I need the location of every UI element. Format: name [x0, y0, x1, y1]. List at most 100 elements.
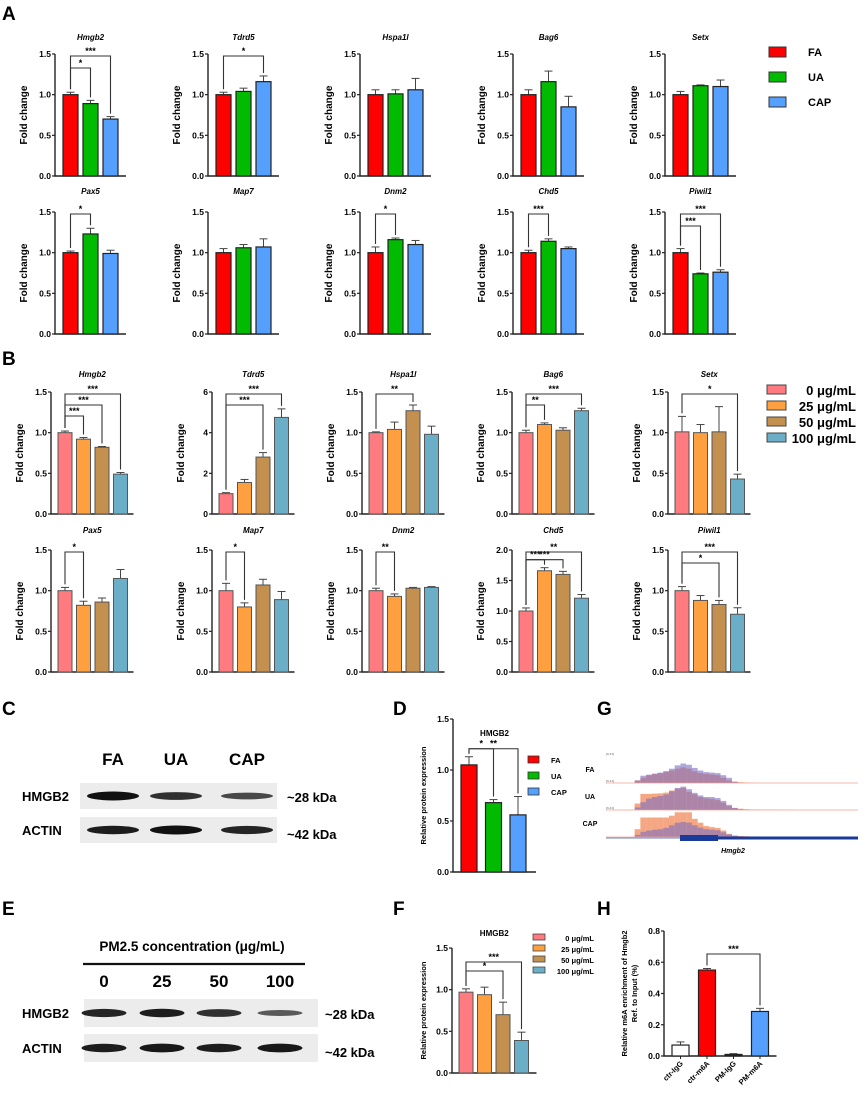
legend-f-label: 0 μg/mL [565, 934, 594, 943]
panel-a-dnm2-title: Dnm2 [384, 187, 407, 196]
western-c-lane-label: UA [164, 750, 189, 769]
panel-d-bar [460, 764, 478, 873]
western-c-lane-label: FA [102, 750, 124, 769]
panel-a-map7-tick-label: 0.0 [192, 329, 204, 339]
panel-b-piwil1-tick-label: 0.5 [652, 626, 664, 636]
panel-a-pax5-tick-label: 1.0 [39, 248, 51, 258]
panel-b-chd5-title: Chd5 [543, 526, 564, 535]
panel-letter-c: C [2, 699, 16, 720]
panel-h-tick-label: 0.0 [648, 1051, 660, 1061]
panel-h-sig-bracket [706, 953, 761, 1006]
panel-a-setx-chart: Setx 0.0 0.5 1.0 1.5 Fold change [629, 33, 736, 181]
panel-b-chd5-tick-label: 1.0 [496, 606, 508, 616]
panel-b-hmgb2-tick-label: 1.5 [35, 387, 47, 397]
panel-b-pax5-y-label: Fold change [15, 581, 26, 640]
panel-b-pax5-chart: Pax5 0.0 0.5 1.0 1.5 Fold change * [15, 526, 134, 677]
panel-b-map7-sig-label: * [233, 542, 237, 552]
western-c-band [221, 825, 273, 835]
coverage-track-label: FA [586, 767, 595, 774]
panel-d-y-label: Relative protein expression [419, 746, 428, 844]
coverage-bin [640, 817, 647, 837]
panel-b-hmgb2-title: Hmgb2 [79, 370, 107, 379]
panel-a-chd5-bar [560, 248, 577, 335]
panel-b-piwil1-bar [711, 603, 727, 673]
panel-a-hmgb2-chart: Hmgb2 0.0 0.5 1.0 1.5 Fold change **** [19, 33, 126, 181]
legend-b-swatch [766, 432, 787, 443]
panel-b-tdrd5-y-label: Fold change [176, 423, 187, 482]
panel-b-pax5-bar [76, 604, 91, 673]
panel-a-bag6-y-label: Fold change [477, 85, 488, 144]
panel-b-setx-chart: Setx 0.0 0.5 1.0 1.5 Fold change * [632, 370, 751, 519]
coverage-bin [697, 770, 704, 783]
panel-f-bar [458, 991, 474, 1074]
western-c-band [221, 792, 273, 800]
panel-a-pax5-tick-label: 1.5 [39, 207, 51, 217]
western-e-header: PM2.5 concentration (μg/mL) [99, 939, 284, 954]
coverage-bin [646, 817, 652, 837]
panel-a-tdrd5-y-label: Fold change [172, 85, 183, 144]
panel-a-bag6-title: Bag6 [539, 33, 559, 42]
panel-d-sig-label: * [479, 739, 483, 749]
coverage-bin [726, 777, 732, 783]
panel-a-dnm2-sig-label: * [384, 204, 388, 214]
panel-b-tdrd5-tick-label: 0 [203, 509, 208, 519]
panel-b-map7-title: Map7 [243, 526, 264, 535]
coverage-bin [674, 822, 681, 837]
panel-b-map7-tick-label: 0.0 [196, 667, 208, 677]
panel-a-dnm2-bar [407, 243, 424, 335]
legend-d-item: FA [527, 755, 561, 765]
panel-h-tick-label: 0.4 [648, 989, 660, 999]
western-e-band [257, 1043, 303, 1053]
panel-a-piwil1-tick-label: 0.0 [649, 329, 661, 339]
coverage-bin [657, 795, 664, 810]
panel-b-map7-tick-label: 1.0 [196, 586, 208, 596]
coverage-bin [651, 817, 658, 837]
panel-b-dnm2-tick-label: 0.0 [346, 667, 358, 677]
western-e-kda-label: ~28 kDa [325, 1007, 375, 1022]
western-c-row-label: ACTIN [22, 823, 62, 838]
panel-b-hspa1l-bar [368, 432, 384, 515]
panel-b-setx-y-label: Fold change [632, 423, 643, 482]
legend-f-item: 0 μg/mL [532, 933, 594, 943]
panel-a-setx-bar [692, 85, 709, 177]
panel-b-chd5-tick-label: 0.5 [496, 637, 508, 647]
panel-b-pax5-bar [57, 590, 73, 673]
panel-b-piwil1-sig-label: *** [704, 542, 715, 552]
panel-a-chd5-tick-label: 1.0 [497, 248, 509, 258]
panel-a-pax5-tick-label: 0.0 [39, 329, 51, 339]
coverage-range-label: [0-41] [606, 806, 614, 810]
panel-a-piwil1-title: Piwil1 [689, 187, 712, 196]
panel-d-tick-label: 1.0 [437, 765, 449, 775]
panel-a-pax5-tick-label: 0.5 [39, 288, 51, 298]
coverage-bin [726, 834, 732, 837]
western-e-kda-label: ~42 kDa [325, 1045, 375, 1060]
panel-b-dnm2-bar [405, 587, 421, 673]
panel-a-hmgb2-title: Hmgb2 [77, 33, 105, 42]
coverage-bin [640, 793, 647, 810]
panel-b-setx-bar [730, 478, 745, 515]
panel-h-tick-label: 0.8 [648, 926, 660, 936]
panel-f-chart: HMGB2 0.0 0.5 1.0 1.5 Relative protein expres… [419, 929, 537, 1078]
panel-a-chd5-title: Chd5 [539, 187, 560, 196]
legend-d-label: UA [551, 772, 562, 781]
panel-b-tdrd5-chart: Tdrd5 0 2 4 6 Fold change ****** [176, 370, 295, 519]
western-e-band [196, 1043, 242, 1053]
panel-b-piwil1-tick-label: 1.0 [652, 586, 664, 596]
panel-letter-f: F [393, 899, 405, 920]
panel-b-chd5-sig-bracket [525, 551, 583, 605]
panel-d-title: HMGB2 [480, 729, 509, 738]
legend-b-item: 50 μg/mL [766, 415, 856, 430]
legend-b-item: 0 μg/mL [766, 383, 856, 398]
panel-b-piwil1-bar [730, 613, 745, 673]
coverage-bin [726, 804, 732, 810]
panel-b-dnm2-tick-label: 0.5 [346, 626, 358, 636]
legend-d-swatch [527, 755, 540, 764]
panel-b-hspa1l-tick-label: 0.5 [346, 468, 358, 478]
panel-d-tick-label: 0.5 [437, 816, 449, 826]
panel-a-chd5-bar [520, 252, 537, 335]
panel-f-bar [495, 1014, 511, 1074]
panel-b-map7-tick-label: 1.5 [196, 545, 208, 555]
legend-b-label: 25 μg/mL [799, 399, 856, 414]
